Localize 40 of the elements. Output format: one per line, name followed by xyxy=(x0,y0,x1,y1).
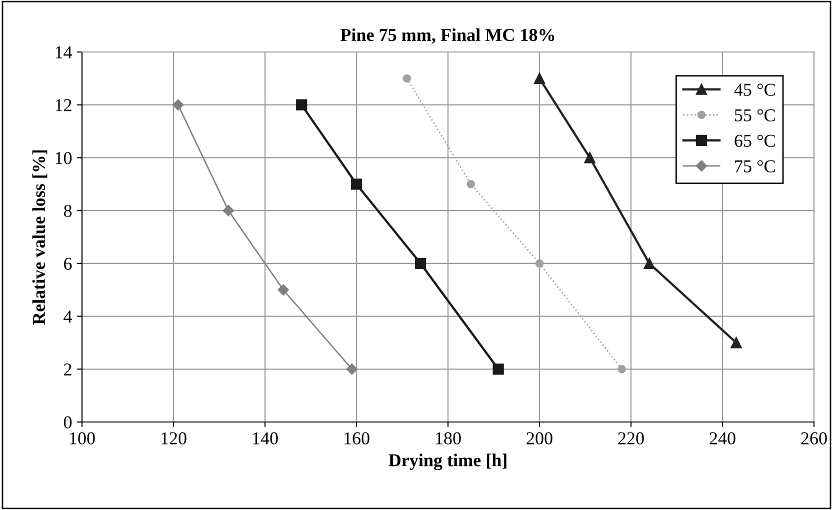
x-tick-label: 260 xyxy=(801,432,827,444)
chart-title: Pine 75 mm, Final MC 18% xyxy=(340,28,554,44)
point xyxy=(618,364,626,374)
y-tick-label: 0 xyxy=(64,416,72,428)
point xyxy=(402,74,411,83)
x-tick-label: 140 xyxy=(253,432,278,444)
y-tick-label: 2 xyxy=(64,363,72,376)
point xyxy=(346,364,358,375)
legend-label: 55 °C xyxy=(735,109,775,122)
point xyxy=(730,337,742,348)
legend-label: 75 °C xyxy=(735,160,775,172)
y-tick-label: 10 xyxy=(56,152,72,164)
y-tick-label: 14 xyxy=(56,46,72,58)
x-axis-title: Drying time [h] xyxy=(388,454,506,470)
y-tick-label: 12 xyxy=(56,99,72,112)
x-tick-label: 220 xyxy=(618,432,644,444)
point xyxy=(534,72,546,84)
y-tick-label: 8 xyxy=(64,204,72,218)
x-tick-label: 160 xyxy=(344,432,370,444)
point xyxy=(222,204,234,216)
x-tick-label: 200 xyxy=(526,432,552,444)
point xyxy=(296,99,308,110)
x-tick-label: 100 xyxy=(70,432,95,444)
point xyxy=(644,258,655,269)
y-tick-label: 6 xyxy=(64,258,72,270)
x-tick-label: 240 xyxy=(710,432,736,444)
legend-label: 45 °C xyxy=(734,84,775,96)
point xyxy=(492,364,504,375)
point xyxy=(414,258,426,269)
point xyxy=(172,99,184,110)
y-tick-label: 4 xyxy=(64,310,72,323)
y-axis-title: Relative value loss [%] xyxy=(32,150,48,325)
x-tick-label: 120 xyxy=(162,432,186,444)
point xyxy=(350,178,362,190)
point xyxy=(535,259,544,268)
point xyxy=(278,284,289,296)
x-tick-label: 180 xyxy=(436,432,461,444)
legend-label: 65 °C xyxy=(734,134,775,147)
point xyxy=(584,152,596,164)
point xyxy=(466,180,476,188)
